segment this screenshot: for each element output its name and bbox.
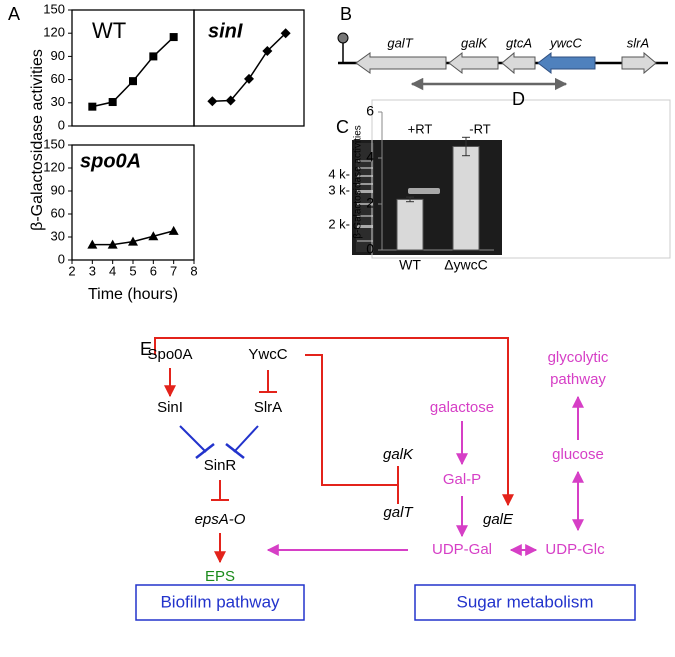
y-tick-label: 30 bbox=[51, 228, 65, 243]
panel-label: D bbox=[512, 89, 525, 109]
x-tick-label: 8 bbox=[190, 263, 197, 278]
bar bbox=[396, 198, 424, 251]
point bbox=[280, 28, 291, 39]
pathway-node: pathway bbox=[550, 371, 606, 388]
size-marker: 3 k- bbox=[328, 182, 350, 197]
y-tick-label: 0 bbox=[58, 251, 65, 266]
pathway-node: Gal-P bbox=[443, 471, 481, 488]
gene-label: slrA bbox=[627, 35, 649, 50]
lane-label: +RT bbox=[408, 121, 433, 136]
y-tick-label: 0 bbox=[366, 241, 374, 257]
gene-map bbox=[337, 32, 668, 91]
pathway-node: glycolytic bbox=[548, 349, 609, 366]
y-tick-label: 60 bbox=[51, 71, 65, 86]
y-tick-label: 6 bbox=[366, 103, 374, 119]
plot-frame bbox=[193, 9, 305, 127]
pathway-node: SlrA bbox=[254, 399, 282, 416]
point bbox=[87, 239, 98, 249]
y-axis-label: β-Galactosidase activities bbox=[353, 125, 364, 239]
pathway-node: YwcC bbox=[248, 346, 287, 363]
pathway-node: galactose bbox=[430, 399, 494, 416]
point bbox=[148, 231, 159, 241]
point bbox=[225, 95, 236, 106]
pathway-node: SinI bbox=[157, 399, 183, 416]
chart-title: WT bbox=[92, 18, 126, 43]
pathway-node: EPS bbox=[205, 568, 235, 585]
point bbox=[207, 96, 218, 107]
x-tick-label: 6 bbox=[150, 263, 157, 278]
pathway-arrows bbox=[135, 337, 636, 621]
y-axis-label: β-Galactosidase activities bbox=[29, 49, 46, 231]
pathway-node: UDP-Glc bbox=[545, 541, 605, 558]
size-marker: 2 k- bbox=[328, 216, 350, 231]
y-tick-label: 30 bbox=[51, 94, 65, 109]
point bbox=[149, 52, 158, 61]
y-tick-label: 90 bbox=[51, 48, 65, 63]
chart-title: sinI bbox=[208, 20, 243, 42]
pathway-node: epsA-O bbox=[195, 511, 246, 528]
pathway-box-label: Biofilm pathway bbox=[160, 592, 280, 611]
x-tick-label: 3 bbox=[89, 263, 96, 278]
x-tick-label: ΔywcC bbox=[444, 257, 488, 273]
gene-label: galK bbox=[461, 35, 488, 50]
y-tick-label: 4 bbox=[366, 149, 374, 165]
point bbox=[262, 45, 273, 56]
gene-label: gtcA bbox=[506, 35, 532, 50]
gene-label: ywcC bbox=[549, 35, 582, 50]
point bbox=[128, 236, 138, 246]
point bbox=[108, 98, 117, 107]
x-tick-label: 2 bbox=[68, 263, 75, 278]
series-line bbox=[212, 32, 287, 103]
panel-label: E bbox=[140, 339, 152, 359]
panel-label: B bbox=[340, 4, 352, 24]
pathway-box-label: Sugar metabolism bbox=[456, 592, 593, 611]
pathway-node: galE bbox=[483, 511, 514, 528]
series-line bbox=[92, 36, 175, 108]
point bbox=[88, 102, 97, 111]
point bbox=[169, 33, 178, 42]
pathway-node: glucose bbox=[552, 446, 604, 463]
x-axis-label: Time (hours) bbox=[88, 286, 178, 303]
x-tick-label: 4 bbox=[109, 263, 116, 278]
pathway-node: galT bbox=[383, 504, 414, 521]
y-tick-label: 150 bbox=[43, 136, 65, 151]
lane-label: -RT bbox=[469, 121, 490, 136]
y-tick-label: 60 bbox=[51, 205, 65, 220]
point bbox=[107, 239, 118, 249]
pathway-node: SinR bbox=[204, 457, 237, 474]
x-tick-label: 7 bbox=[170, 263, 177, 278]
y-tick-label: 90 bbox=[51, 182, 65, 197]
panel-frame bbox=[371, 99, 671, 259]
point bbox=[244, 73, 254, 84]
bar bbox=[452, 146, 480, 251]
pathway-node: Spo0A bbox=[147, 346, 192, 363]
gene-label: galT bbox=[387, 35, 413, 50]
y-tick-label: 120 bbox=[43, 159, 65, 174]
y-tick-label: 0 bbox=[58, 117, 65, 132]
y-tick-label: 120 bbox=[43, 25, 65, 40]
y-tick-label: 2 bbox=[366, 195, 374, 211]
panel-label: C bbox=[336, 117, 349, 137]
chart-title: spo0A bbox=[80, 150, 141, 172]
panel-label: A bbox=[8, 4, 20, 24]
point bbox=[168, 225, 179, 235]
size-marker: 4 k- bbox=[328, 166, 350, 181]
x-tick-label: 5 bbox=[129, 263, 136, 278]
x-tick-label: WT bbox=[399, 257, 421, 273]
pathway-node: UDP-Gal bbox=[432, 541, 492, 558]
point bbox=[129, 77, 137, 86]
pathway-node: galK bbox=[383, 446, 414, 463]
y-tick-label: 150 bbox=[43, 1, 65, 16]
